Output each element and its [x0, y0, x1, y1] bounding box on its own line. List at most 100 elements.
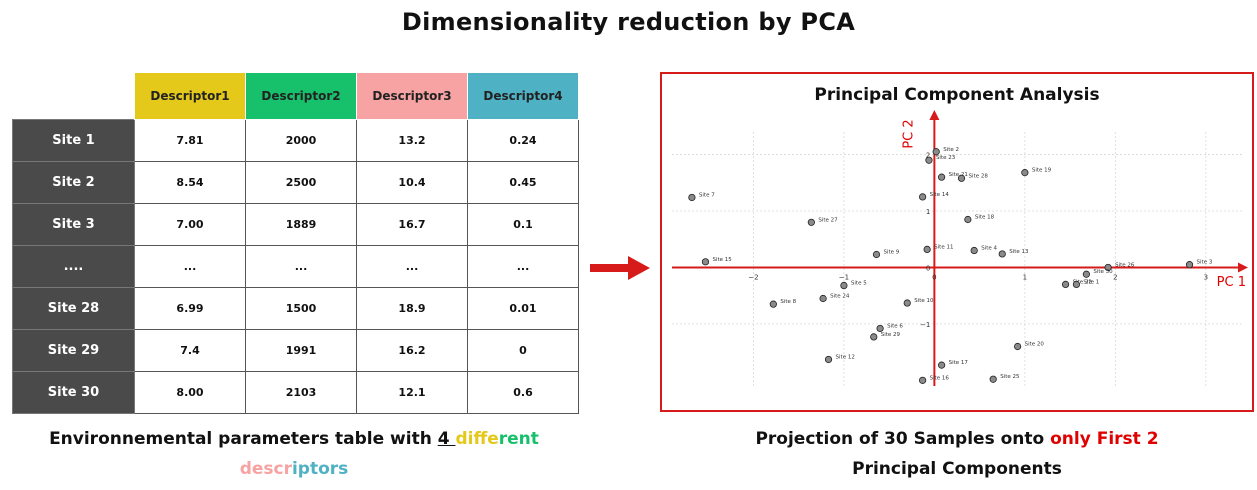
page-title: Dimensionality reduction by PCA — [401, 8, 856, 36]
table-header-row: Descriptor1 Descriptor2 Descriptor3 Desc… — [12, 72, 579, 120]
data-point — [938, 361, 946, 369]
point-label: Site 27 — [818, 217, 838, 223]
x-tick-label: 0 — [932, 273, 936, 281]
table-row: Site 29 7.4 1991 16.2 0 — [12, 329, 579, 372]
table-caption: Environnemental parameters table with 4 … — [12, 424, 576, 484]
table-corner — [12, 72, 135, 120]
table-cell: 0 — [467, 329, 579, 372]
table-cell: ... — [245, 245, 357, 288]
table-cell: ... — [467, 245, 579, 288]
point-label: Site 10 — [914, 298, 934, 304]
table-row: ................ — [12, 245, 579, 288]
table-row: Site 3 7.00 1889 16.7 0.1 — [12, 203, 579, 246]
data-point — [923, 245, 931, 254]
table-cell: 7.00 — [134, 203, 246, 246]
table-cell: 0.24 — [467, 119, 579, 162]
caption-right-text: Projection of 30 Samples onto — [755, 429, 1051, 449]
point-label: Site 25 — [1000, 374, 1020, 380]
table-row: Site 30 8.00 2103 12.1 0.6 — [12, 371, 579, 414]
row-site-label: Site 2 — [12, 161, 135, 204]
y-tick-label: −1 — [920, 321, 930, 329]
data-point — [819, 294, 827, 303]
x-axis-arrowhead — [1238, 262, 1248, 273]
data-point — [824, 355, 833, 364]
point-label: Site 15 — [712, 257, 732, 263]
point-label: Site 19 — [1032, 168, 1052, 174]
table-cell: 10.4 — [356, 161, 468, 204]
table-cell: 16.2 — [356, 329, 468, 372]
data-point — [957, 174, 966, 182]
column-header-descriptor4: Descriptor4 — [467, 72, 579, 120]
table-cell: 13.2 — [356, 119, 468, 162]
x-tick-label: −2 — [748, 273, 758, 281]
data-point — [1061, 280, 1070, 288]
table-cell: 8.00 — [134, 371, 246, 414]
data-point — [807, 218, 815, 226]
table-cell: ... — [356, 245, 468, 288]
table-row: Site 1 7.81 2000 13.2 0.24 — [12, 119, 579, 162]
table-cell: 1500 — [245, 287, 357, 330]
table-cell: 0.6 — [467, 371, 579, 414]
row-site-label: .... — [12, 245, 135, 288]
point-label: Site 9 — [883, 249, 899, 255]
data-point — [970, 246, 978, 255]
point-label: Site 24 — [830, 294, 850, 300]
table-cell: 16.7 — [356, 203, 468, 246]
y-tick-label: 0 — [926, 264, 930, 272]
table-cell: 0.1 — [467, 203, 579, 246]
point-label: Site 17 — [949, 360, 969, 366]
table-cell: ... — [134, 245, 246, 288]
data-point — [870, 333, 878, 341]
table-cell: 7.81 — [134, 119, 246, 162]
chart-caption: Projection of 30 Samples onto only First… — [660, 424, 1254, 484]
pca-chart-panel: Principal Component Analysis PC 1 PC 2 −2 −1… — [660, 72, 1254, 412]
x-tick-label: 2 — [1113, 273, 1117, 281]
point-label: Site 23 — [936, 155, 956, 161]
table-cell: 0.01 — [467, 287, 579, 330]
point-label: Site 6 — [887, 323, 903, 329]
data-point — [840, 281, 848, 290]
row-site-label: Site 1 — [12, 119, 135, 162]
y-tick-label: 2 — [926, 152, 930, 160]
table-cell: 1889 — [245, 203, 357, 246]
data-point — [919, 376, 927, 384]
point-label: Site 20 — [1025, 341, 1045, 347]
point-label: Site 4 — [981, 246, 997, 252]
table-cell: 18.9 — [356, 287, 468, 330]
y-tick-label: 1 — [926, 208, 930, 216]
point-label: Site 30 — [1093, 269, 1113, 275]
data-point — [769, 300, 777, 308]
data-point — [932, 148, 940, 156]
caption-left-descr: descr — [239, 459, 292, 479]
row-site-label: Site 29 — [12, 329, 135, 372]
data-point — [1104, 263, 1112, 272]
data-point — [872, 250, 881, 259]
pca-scatter-plot: Principal Component Analysis PC 1 PC 2 −2 −1… — [672, 85, 1248, 386]
x-axis-label: PC 1 — [1217, 275, 1246, 290]
table-cell: 2000 — [245, 119, 357, 162]
table-cell: 0.45 — [467, 161, 579, 204]
data-point — [1014, 342, 1022, 351]
data-point — [919, 193, 927, 201]
data-point — [1082, 270, 1090, 278]
caption-right-highlight: only First 2 — [1050, 429, 1159, 449]
caption-left-count: 4 — [437, 429, 456, 449]
table-row: Site 2 8.54 2500 10.4 0.45 — [12, 161, 579, 204]
y-axis-arrowhead — [929, 110, 940, 120]
point-label: Site 28 — [969, 173, 989, 179]
point-label: Site 12 — [836, 354, 855, 360]
table-row: Site 28 6.99 1500 18.9 0.01 — [12, 287, 579, 330]
table-cell: 7.4 — [134, 329, 246, 372]
point-label: Site 7 — [699, 192, 715, 198]
caption-left-text: Environnemental parameters table with — [49, 429, 438, 449]
data-point — [701, 258, 710, 266]
point-label: Site 26 — [1115, 262, 1135, 268]
point-label: Site 18 — [975, 214, 995, 220]
table-cell: 6.99 — [134, 287, 246, 330]
point-label: Site 2 — [943, 147, 959, 153]
column-header-descriptor2: Descriptor2 — [245, 72, 357, 120]
caption-left-rent: rent — [498, 429, 539, 449]
data-point — [1021, 169, 1029, 177]
row-site-label: Site 28 — [12, 287, 135, 330]
data-point — [938, 173, 946, 181]
